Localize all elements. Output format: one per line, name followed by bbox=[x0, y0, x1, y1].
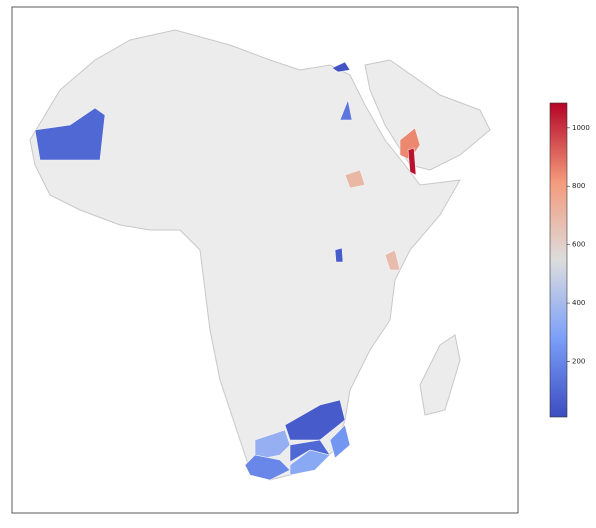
region bbox=[339, 98, 353, 121]
region bbox=[289, 439, 331, 463]
region bbox=[284, 399, 346, 441]
colorbar-tick-label: 800 bbox=[572, 182, 585, 190]
region bbox=[344, 169, 366, 189]
region bbox=[407, 147, 417, 176]
colorbar-tick-label: 1000 bbox=[572, 124, 590, 132]
region bbox=[34, 107, 106, 161]
arabia bbox=[364, 59, 491, 171]
region bbox=[399, 127, 421, 161]
africa bbox=[29, 29, 461, 481]
colorbar bbox=[549, 102, 568, 418]
region bbox=[331, 61, 351, 73]
region bbox=[334, 247, 344, 263]
region bbox=[384, 249, 401, 271]
colorbar-tick-label: 200 bbox=[572, 358, 585, 366]
region bbox=[329, 424, 351, 459]
colorbar-tick-label: 400 bbox=[572, 299, 585, 307]
colorbar-tick-label: 600 bbox=[572, 241, 585, 249]
madagascar bbox=[419, 334, 461, 416]
region bbox=[289, 449, 331, 476]
